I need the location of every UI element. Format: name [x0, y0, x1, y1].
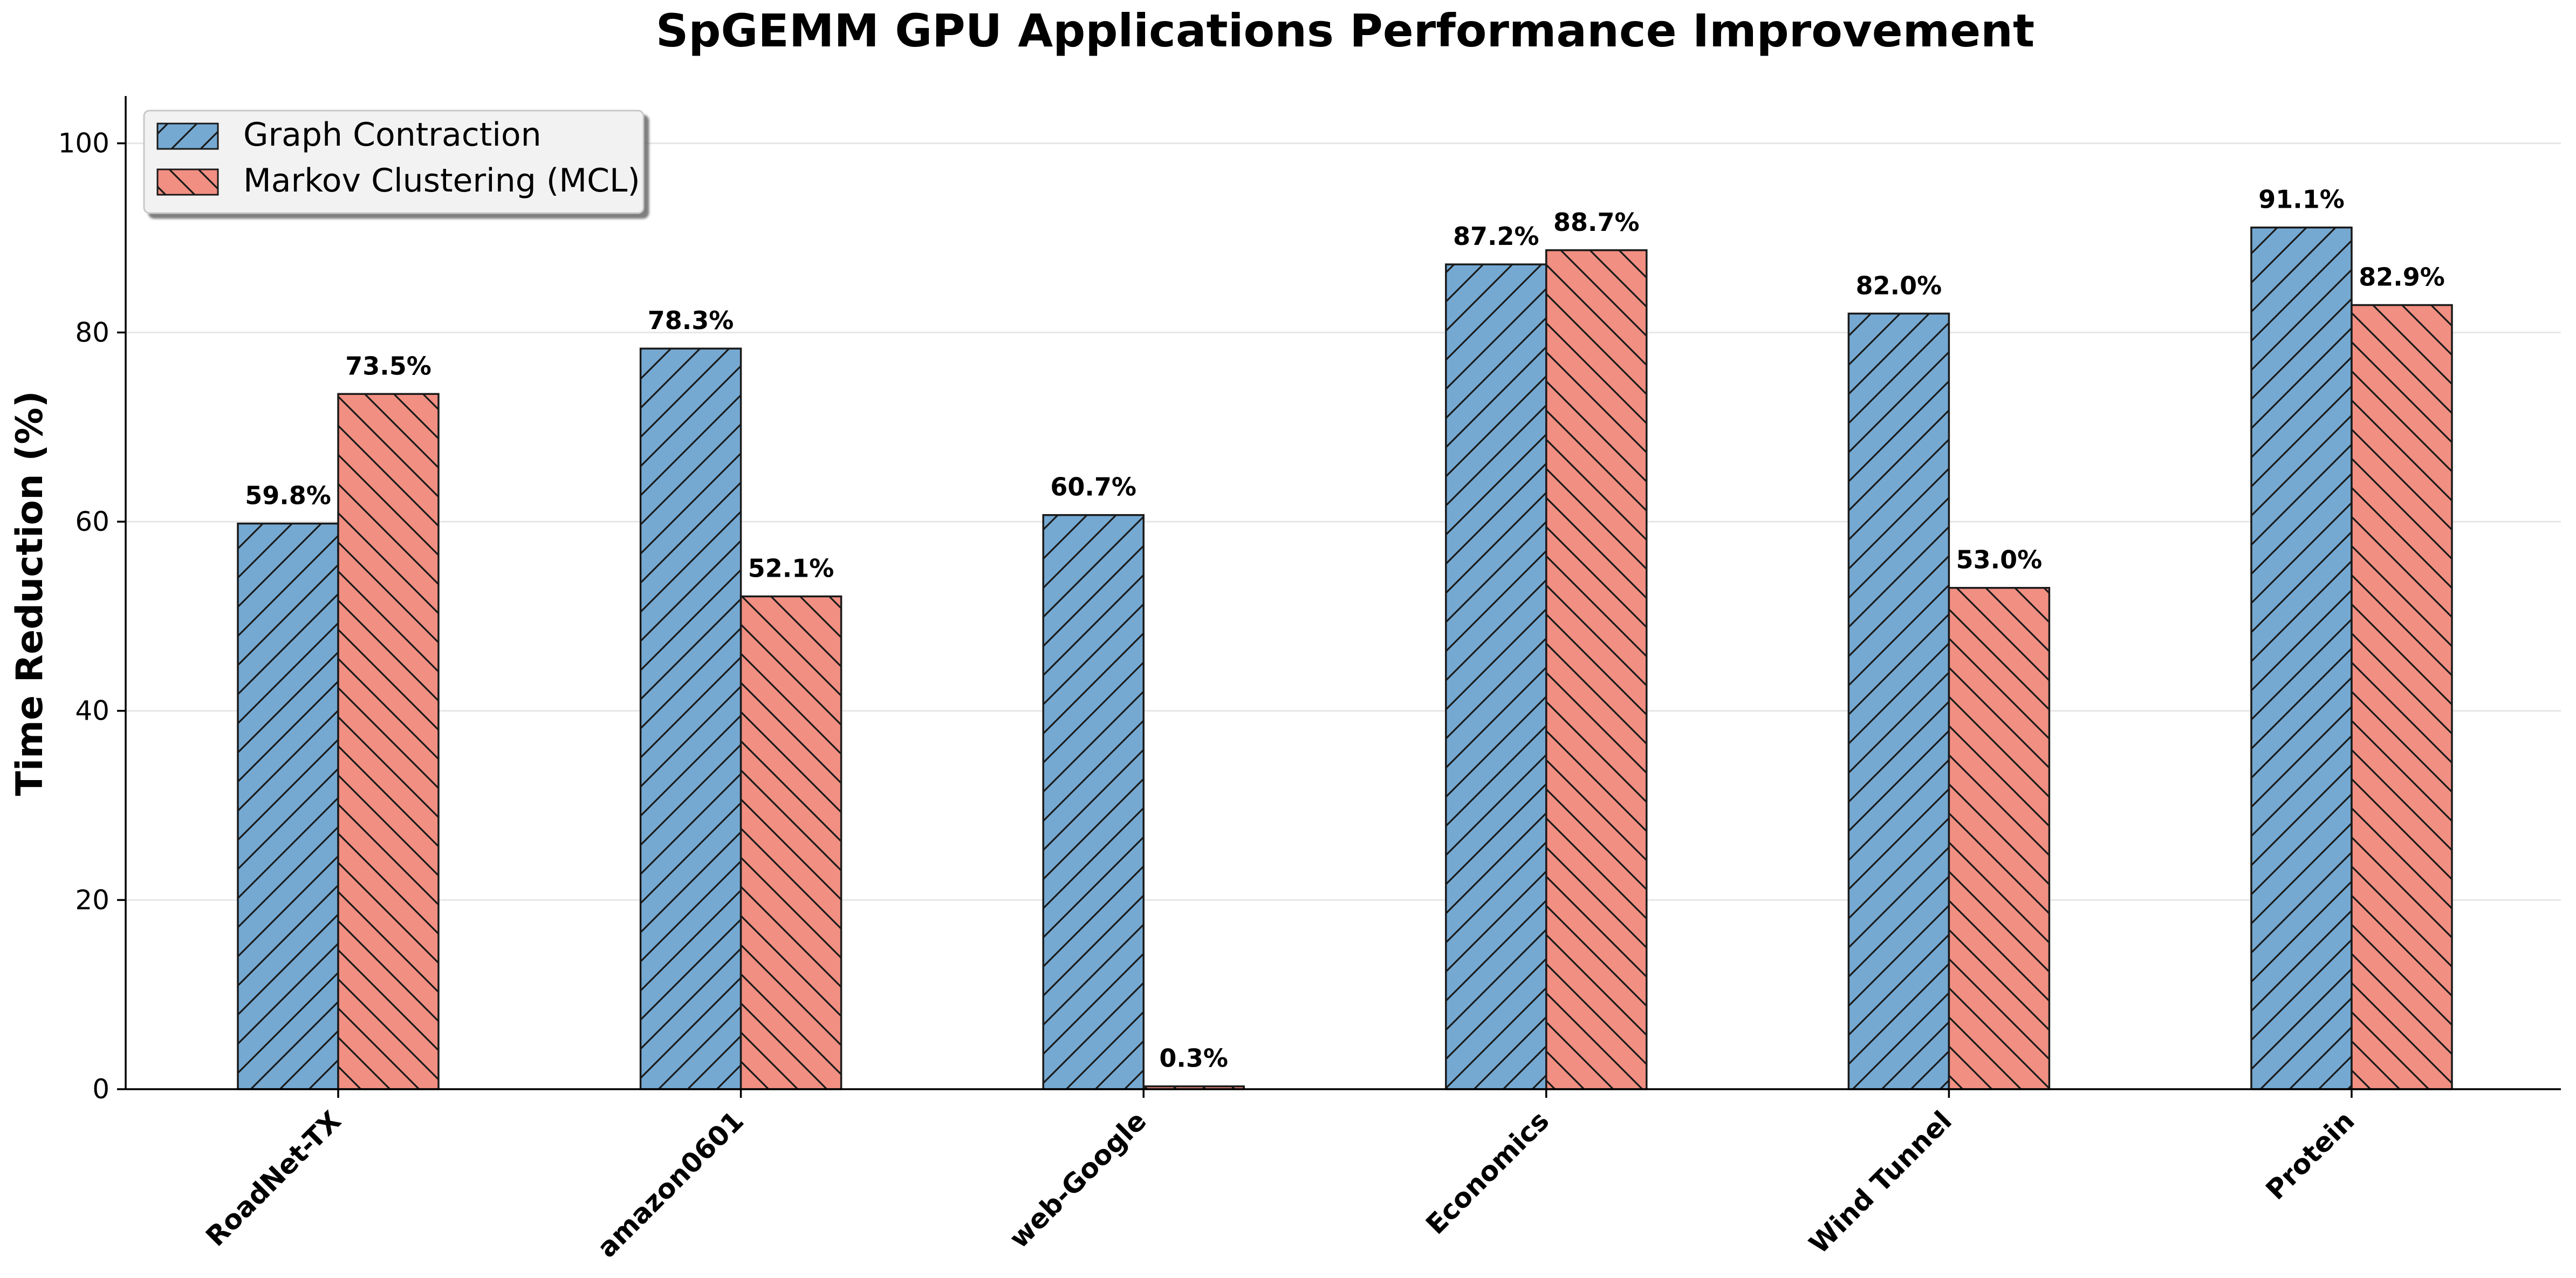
data-label: 52.1% — [748, 554, 834, 583]
data-label: 82.9% — [2359, 262, 2445, 291]
legend-swatch-graph-contraction-hatch — [156, 122, 219, 150]
x-tick-label: Economics — [1420, 1105, 1555, 1240]
y-tick-label: 0 — [92, 1074, 109, 1105]
bars — [237, 226, 2453, 1090]
bar-hatch-mcl — [739, 595, 842, 1090]
legend: Graph Contraction Markov Clustering (MCL… — [143, 110, 645, 214]
bar-hatch-mcl — [1545, 249, 1648, 1090]
axes — [125, 96, 2561, 1090]
bar-hatch-graph-contraction — [237, 522, 339, 1090]
data-label: 87.2% — [1453, 222, 1539, 251]
data-label: 73.5% — [345, 351, 431, 380]
bar-hatch-graph-contraction — [1847, 312, 1950, 1090]
data-label: 91.1% — [2258, 185, 2345, 214]
bar-hatch-mcl — [1948, 586, 2051, 1090]
y-tick-label: 100 — [58, 128, 109, 159]
y-tick-label: 20 — [75, 884, 109, 915]
bar-hatch-mcl — [337, 393, 440, 1090]
x-tick-label: Wind Tunnel — [1803, 1105, 1958, 1260]
data-label: 78.3% — [648, 306, 734, 335]
x-tick-label: amazon0601 — [591, 1105, 750, 1263]
y-tick-label: 40 — [75, 695, 109, 727]
legend-swatch-mcl-hatch — [156, 168, 219, 196]
bar-hatch-graph-contraction — [2250, 226, 2353, 1090]
x-tick-label: Protein — [2260, 1105, 2361, 1206]
data-label: 53.0% — [1956, 545, 2043, 575]
legend-label-graph-contraction: Graph Contraction — [243, 116, 542, 154]
gridlines — [126, 142, 2561, 901]
chart-title: SpGEMM GPU Applications Performance Impr… — [656, 4, 2034, 57]
legend-box — [143, 110, 645, 214]
data-label: 82.0% — [1856, 271, 1942, 300]
bar-hatch-graph-contraction — [1445, 263, 1547, 1090]
y-axis-label: Time Reduction (%) — [9, 391, 51, 796]
y-ticks: 0 20 40 60 80 100 — [58, 128, 126, 1105]
x-tick-label: web-Google — [1003, 1105, 1153, 1254]
data-label: 88.7% — [1553, 208, 1640, 237]
bar-hatch-graph-contraction — [639, 347, 742, 1090]
data-labels: 59.8% 73.5% 78.3% 52.1% 60.7% 0.3% 87.2% 88.7% 8… — [245, 185, 2445, 1073]
x-tick-label: RoadNet-TX — [200, 1105, 347, 1252]
legend-label-mcl: Markov Clustering (MCL) — [243, 162, 640, 200]
data-label: 60.7% — [1050, 473, 1136, 502]
y-tick-label: 60 — [75, 506, 109, 537]
data-label: 0.3% — [1159, 1044, 1228, 1073]
x-ticks: RoadNet-TX amazon0601 web-Google Economics W… — [200, 1089, 2360, 1263]
bar-hatch-mcl — [2351, 304, 2453, 1090]
data-label: 59.8% — [245, 481, 331, 510]
bar-hatch-graph-contraction — [1042, 514, 1145, 1090]
y-tick-label: 80 — [75, 317, 109, 348]
